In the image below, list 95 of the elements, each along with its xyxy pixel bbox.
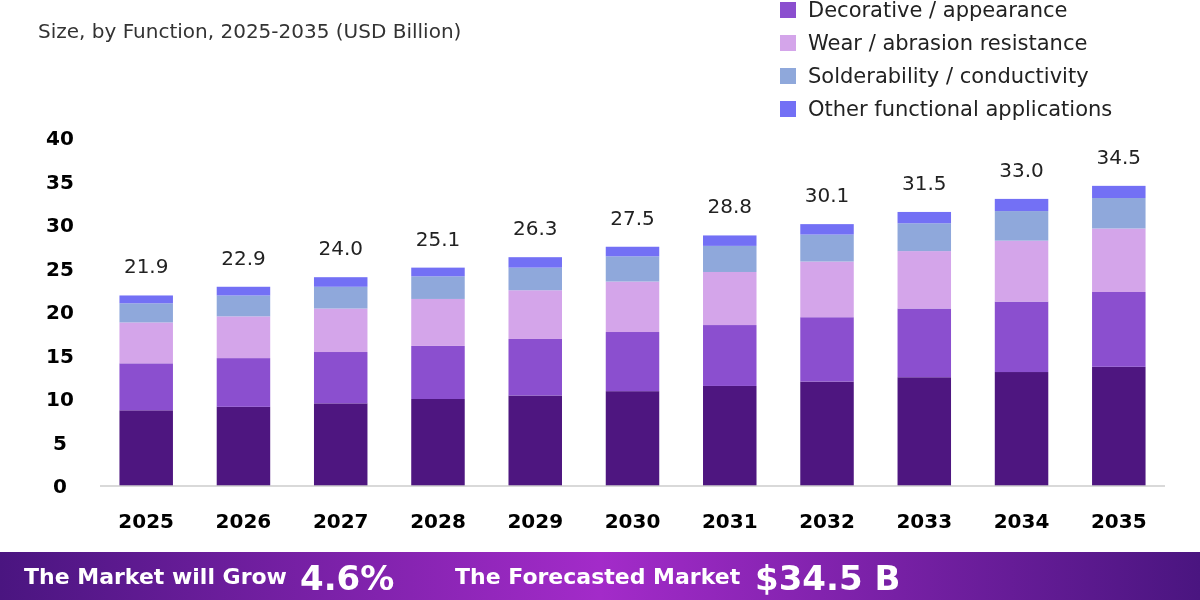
bar	[994, 198, 1049, 212]
bar	[994, 211, 1049, 241]
bar	[216, 316, 271, 359]
x-tick-label: 2027	[312, 509, 369, 533]
bar	[1092, 291, 1146, 367]
bar	[605, 246, 660, 257]
total-label: 26.3	[512, 216, 558, 241]
text: The Market will Grow	[24, 564, 287, 589]
total-label: 27.5	[610, 205, 655, 230]
bar	[119, 303, 173, 323]
y-tick-label: 10	[46, 387, 74, 411]
y-tick-label: 35	[46, 169, 74, 194]
total-label: 33.0	[999, 157, 1044, 182]
bar	[411, 399, 465, 486]
bar	[897, 251, 952, 309]
x-tick-label: 2033	[896, 509, 953, 533]
legend-label: Wear / abrasion resistance	[808, 31, 1088, 56]
bar	[800, 261, 854, 318]
bar	[703, 245, 757, 272]
bar	[411, 267, 465, 277]
bar	[897, 223, 952, 252]
bar	[216, 295, 271, 317]
bar	[1092, 198, 1146, 229]
bar	[605, 281, 660, 333]
text: $34.5 B	[755, 558, 901, 598]
x-tick-label: 2026	[215, 509, 272, 533]
total-label: 28.8	[707, 194, 753, 219]
y-tick-label: 40	[46, 126, 74, 150]
y-tick-label: 25	[46, 256, 74, 281]
bar	[605, 391, 660, 486]
legend-label: Solderability / conductivity	[808, 64, 1089, 89]
bar	[508, 395, 562, 486]
total-label: 21.9	[123, 254, 169, 279]
total-label: 24.0	[318, 236, 363, 261]
x-tick-label: 2025	[118, 509, 175, 533]
bar	[897, 377, 952, 486]
bar	[216, 406, 271, 486]
bar	[313, 308, 368, 353]
bar	[897, 308, 952, 378]
bar	[508, 267, 562, 291]
x-tick-label: 2034	[993, 509, 1050, 533]
bar	[411, 276, 465, 299]
bar	[994, 372, 1049, 486]
bar	[800, 224, 854, 235]
x-tick-label: 2030	[604, 509, 661, 533]
total-label: 25.1	[415, 226, 461, 251]
total-label: 22.9	[221, 245, 266, 270]
bar	[703, 271, 757, 326]
y-tick-label: 30	[46, 213, 74, 237]
x-tick-label: 2032	[799, 509, 855, 533]
bar	[605, 332, 660, 392]
bar	[1092, 366, 1146, 486]
x-tick-label: 2029	[507, 509, 564, 533]
bar	[313, 277, 368, 287]
bar	[313, 286, 368, 309]
text: The Forecasted Market	[455, 564, 741, 589]
bar	[411, 345, 465, 399]
y-tick-label: 20	[46, 300, 74, 324]
bar	[703, 385, 757, 486]
bar	[800, 234, 854, 262]
bar	[508, 257, 562, 268]
bar	[119, 322, 173, 364]
total-label: 30.1	[804, 183, 850, 208]
total-label: 31.5	[902, 170, 947, 195]
bar	[605, 256, 660, 282]
y-tick-label: 5	[53, 430, 67, 455]
x-tick-label: 2028	[410, 509, 466, 533]
bar	[119, 410, 173, 486]
bar	[994, 301, 1049, 373]
bar	[216, 358, 271, 407]
bar	[800, 317, 854, 382]
legend-label: Other functional applications	[808, 97, 1113, 122]
bar	[994, 240, 1049, 302]
y-tick-label: 0	[53, 474, 67, 498]
bar	[119, 363, 173, 411]
x-tick-label: 2035	[1090, 509, 1147, 533]
text: 4.6%	[300, 558, 395, 598]
bar	[508, 338, 562, 396]
bar	[313, 403, 368, 486]
chart-subtitle: Size, by Function, 2025-2035 (USD Billion)	[38, 19, 462, 43]
bar	[800, 381, 854, 486]
bar	[216, 286, 271, 296]
bar	[508, 290, 562, 339]
bar	[119, 295, 173, 304]
bar	[1092, 185, 1146, 199]
bar	[313, 352, 368, 404]
bar	[1092, 228, 1146, 292]
bar	[411, 298, 465, 346]
legend-label: Decorative / appearance	[808, 0, 1068, 23]
x-tick-label: 2031	[701, 509, 758, 533]
bar	[703, 325, 757, 386]
bar	[897, 211, 952, 224]
total-label: 34.5	[1096, 144, 1142, 169]
bar	[703, 235, 757, 246]
y-tick-label: 15	[46, 343, 74, 368]
